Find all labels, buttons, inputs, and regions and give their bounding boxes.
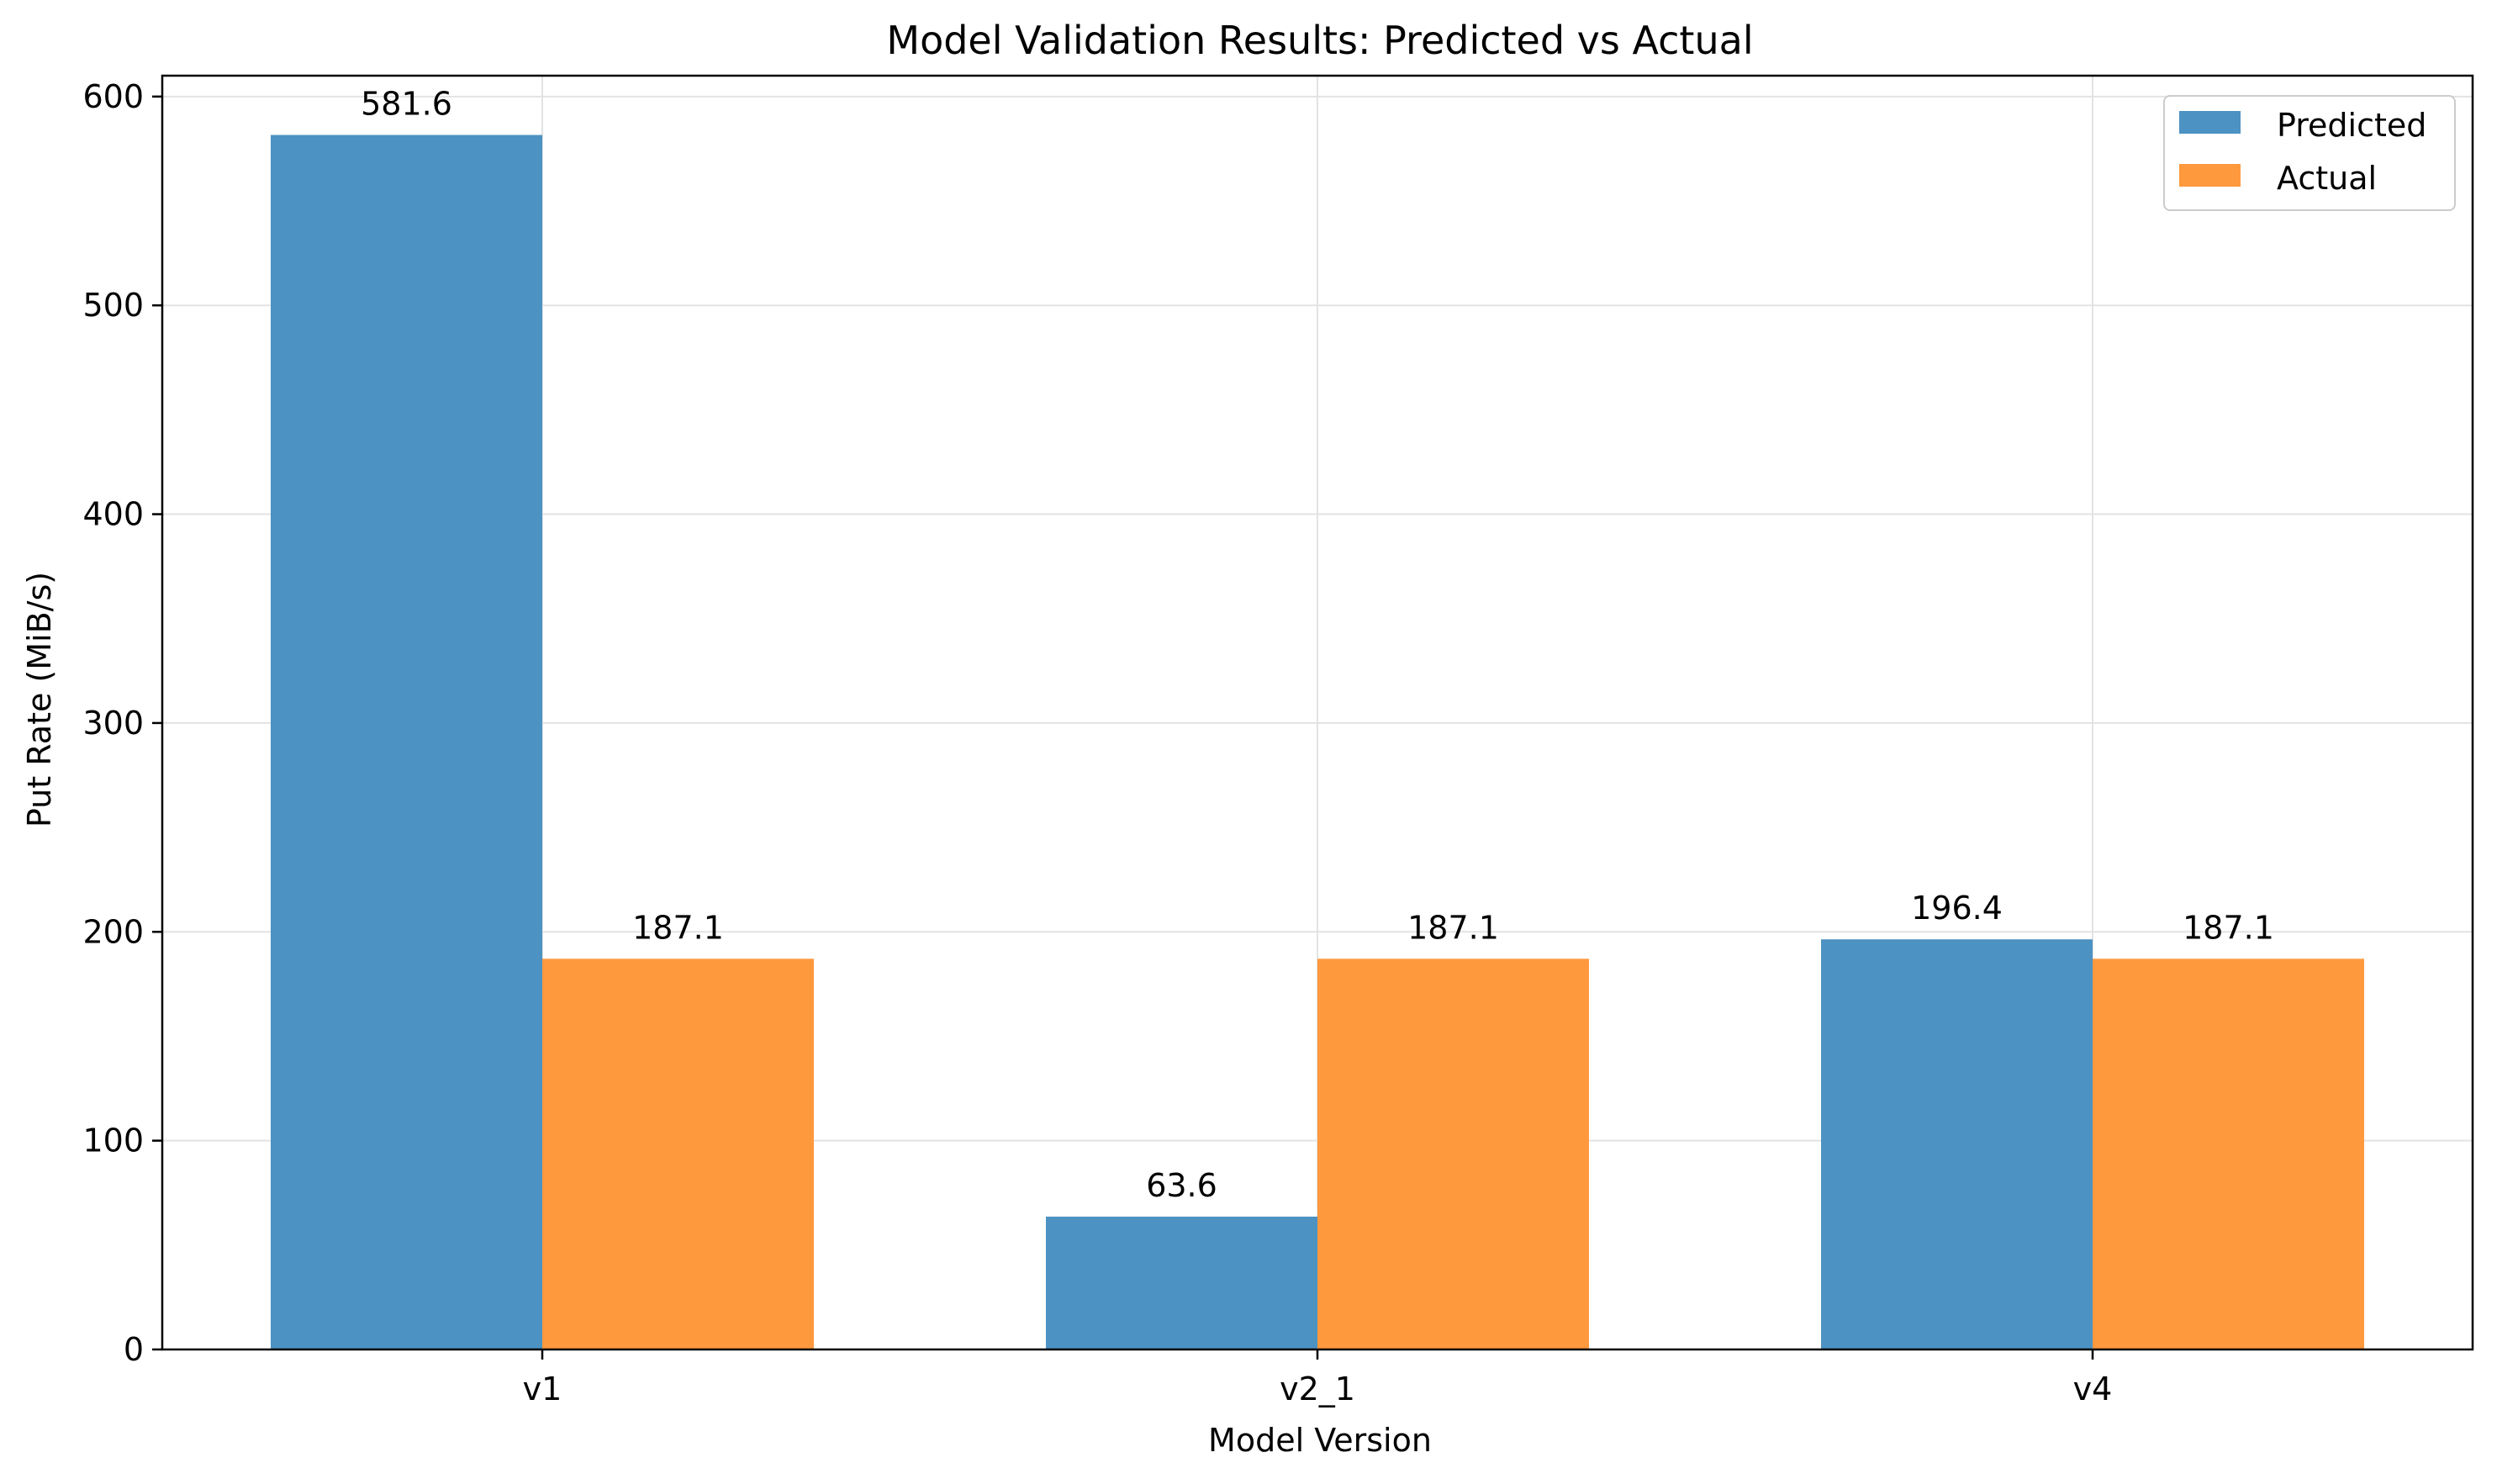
bars bbox=[271, 135, 2364, 1349]
bar-actual-v4 bbox=[2093, 959, 2364, 1349]
data-label: 196.4 bbox=[1911, 890, 2003, 927]
y-tick-label: 200 bbox=[82, 913, 144, 950]
data-labels: 581.6 63.6 196.4 187.1 187.1 187.1 bbox=[361, 86, 2274, 1205]
y-tick-label: 100 bbox=[82, 1122, 144, 1159]
legend-swatch-actual bbox=[2179, 164, 2241, 187]
data-label: 187.1 bbox=[632, 909, 724, 946]
x-axis-label: Model Version bbox=[1208, 1422, 1432, 1459]
bar-predicted-v1 bbox=[271, 135, 542, 1349]
x-tick-label: v4 bbox=[2073, 1370, 2113, 1407]
chart-title: Model Validation Results: Predicted vs A… bbox=[886, 18, 1753, 63]
axes: 0 100 200 300 400 500 600 v1 v2_1 v4 bbox=[82, 74, 2474, 1407]
legend-swatch-predicted bbox=[2179, 111, 2241, 134]
x-tick-label: v1 bbox=[523, 1370, 562, 1407]
bar-predicted-v2_1 bbox=[1046, 1217, 1317, 1349]
bar-actual-v1 bbox=[542, 959, 814, 1349]
legend-label-predicted: Predicted bbox=[2277, 107, 2426, 144]
data-label: 187.1 bbox=[1407, 909, 1499, 946]
y-tick-label: 0 bbox=[124, 1331, 144, 1368]
x-tick-label: v2_1 bbox=[1280, 1370, 1355, 1407]
y-tick-label: 400 bbox=[82, 496, 144, 533]
y-axis-label: Put Rate (MiB/s) bbox=[21, 572, 58, 827]
data-label: 187.1 bbox=[2183, 909, 2274, 946]
y-tick-label: 500 bbox=[82, 287, 144, 324]
data-label: 581.6 bbox=[361, 86, 452, 123]
data-label: 63.6 bbox=[1146, 1167, 1217, 1204]
y-tick-label: 600 bbox=[82, 78, 144, 115]
bar-predicted-v4 bbox=[1821, 939, 2093, 1349]
y-tick-label: 300 bbox=[82, 705, 144, 742]
bar-actual-v2_1 bbox=[1317, 959, 1589, 1349]
legend-label-actual: Actual bbox=[2277, 160, 2377, 197]
legend: Predicted Actual bbox=[2163, 95, 2456, 211]
